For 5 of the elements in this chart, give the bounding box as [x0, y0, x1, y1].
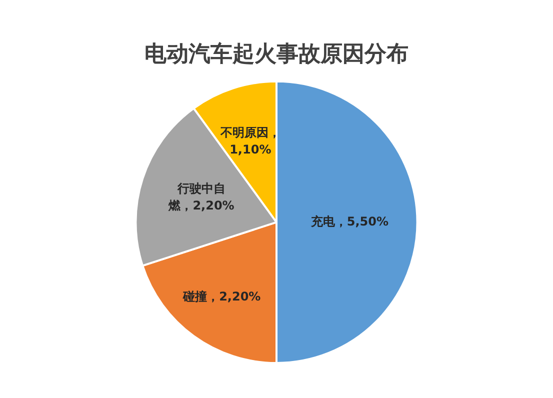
slice-label: 充电，5,50% [310, 214, 389, 228]
slice-label: 行驶中自燃，2,20% [168, 181, 234, 212]
slice-label: 不明原因，1,10% [219, 125, 280, 156]
chart-title: 电动汽车起火事故原因分布 [144, 40, 408, 67]
slice-label: 碰撞，2,20% [182, 290, 261, 304]
